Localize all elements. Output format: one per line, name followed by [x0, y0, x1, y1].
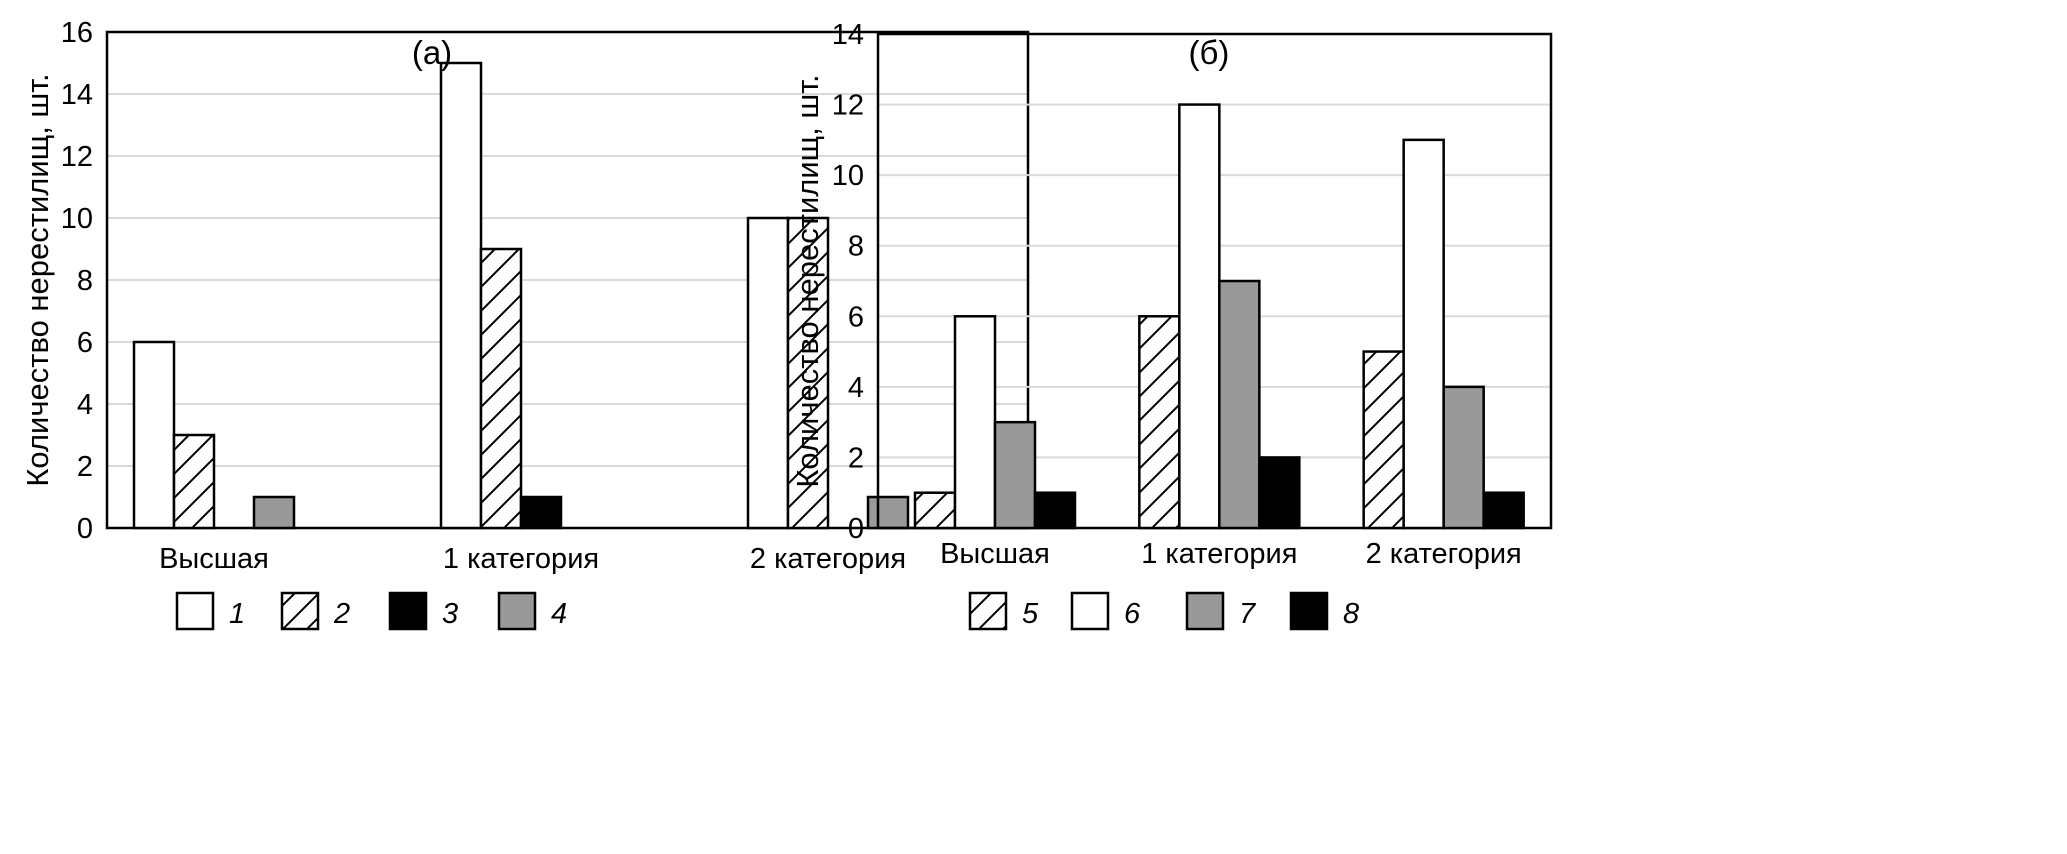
legend-swatch-4 — [497, 591, 537, 631]
y-tick-label: 10 — [832, 160, 864, 192]
bar-series-6-cat-3 — [1402, 138, 1445, 530]
y-tick-label: 16 — [61, 17, 93, 49]
y-tick-label: 2 — [848, 442, 864, 474]
y-tick-label: 14 — [832, 19, 864, 51]
bar-series-8-cat-3 — [1482, 491, 1525, 530]
bar-series-5-cat-2 — [1138, 315, 1181, 530]
bar-series-7-cat-2 — [1218, 279, 1261, 530]
legend-label-7: 7 — [1239, 598, 1257, 630]
chart-2: 0 2 4 6 8 10 12 14 Высшая 1 категория 2 категория (… — [790, 19, 1553, 631]
y-tick-label: 14 — [61, 79, 93, 111]
y-tick-label: 4 — [77, 389, 93, 421]
bar-series-8-cat-1 — [1033, 491, 1077, 530]
bar-series-5-cat-1 — [913, 491, 957, 530]
legend-label-4: 4 — [551, 598, 567, 630]
y-tick-label: 12 — [61, 141, 93, 173]
legend-swatch-2 — [280, 591, 320, 631]
legend: 1 2 3 4 — [175, 591, 567, 631]
chart-title: (а) — [412, 34, 452, 71]
legend-label-1: 1 — [229, 598, 245, 630]
legend-swatch-7 — [1185, 591, 1225, 631]
bar-series-1-cat-1 — [132, 340, 176, 530]
x-tick-label: 1 категория — [1141, 538, 1297, 570]
x-tick-label: 1 категория — [443, 543, 599, 575]
x-tick-label: Высшая — [940, 538, 1050, 570]
bar-series-4-cat-1 — [252, 495, 296, 530]
bar-series-8-cat-2 — [1258, 456, 1301, 530]
chart-title: (б) — [1189, 34, 1230, 71]
legend-swatch-3 — [388, 591, 428, 631]
legend-swatch-6 — [1070, 591, 1110, 631]
x-tick-label: 2 категория — [1366, 538, 1522, 570]
bar-series-6-cat-2 — [1178, 103, 1221, 530]
y-tick-label: 4 — [848, 372, 864, 404]
y-tick-label: 2 — [77, 451, 93, 483]
y-tick-label: 8 — [848, 231, 864, 263]
y-tick-label: 0 — [848, 513, 864, 545]
bar-series-1-cat-3 — [746, 216, 790, 530]
legend-label-2: 2 — [333, 598, 350, 630]
bar-series-2-cat-3 — [786, 216, 830, 530]
bar-series-2-cat-1 — [172, 433, 216, 530]
plot-frame — [105, 30, 1030, 530]
y-axis-label: Количество нерестилищ, шт. — [20, 73, 55, 486]
y-tick-label: 0 — [77, 513, 93, 545]
y-tick-label: 6 — [77, 327, 93, 359]
legend-swatch-8 — [1289, 591, 1329, 631]
legend-swatch-5 — [968, 591, 1008, 631]
y-tick-label: 8 — [77, 265, 93, 297]
bar-series-1-cat-2 — [439, 61, 483, 530]
x-tick-label: 2 категория — [750, 543, 906, 575]
legend-swatch-1 — [175, 591, 215, 631]
y-axis-label: Количество нерестилищ, шт. — [790, 74, 825, 487]
bar-series-5-cat-3 — [1362, 350, 1405, 530]
legend-label-8: 8 — [1343, 598, 1359, 630]
y-tick-label: 12 — [832, 90, 864, 122]
legend-label-3: 3 — [442, 598, 458, 630]
y-tick-label: 10 — [61, 203, 93, 235]
y-tick-label: 6 — [848, 301, 864, 333]
legend-label-5: 5 — [1022, 598, 1039, 630]
x-tick-label: Высшая — [159, 543, 269, 575]
bar-series-4-cat-3 — [866, 495, 910, 530]
bar-series-3-cat-2 — [519, 495, 563, 530]
bar-series-2-cat-2 — [479, 247, 523, 530]
bar-series-7-cat-1 — [993, 420, 1037, 530]
bar-series-6-cat-1 — [953, 315, 997, 530]
legend: 5 6 7 8 — [968, 591, 1359, 631]
legend-label-6: 6 — [1124, 598, 1141, 630]
bar-series-7-cat-3 — [1442, 385, 1485, 530]
